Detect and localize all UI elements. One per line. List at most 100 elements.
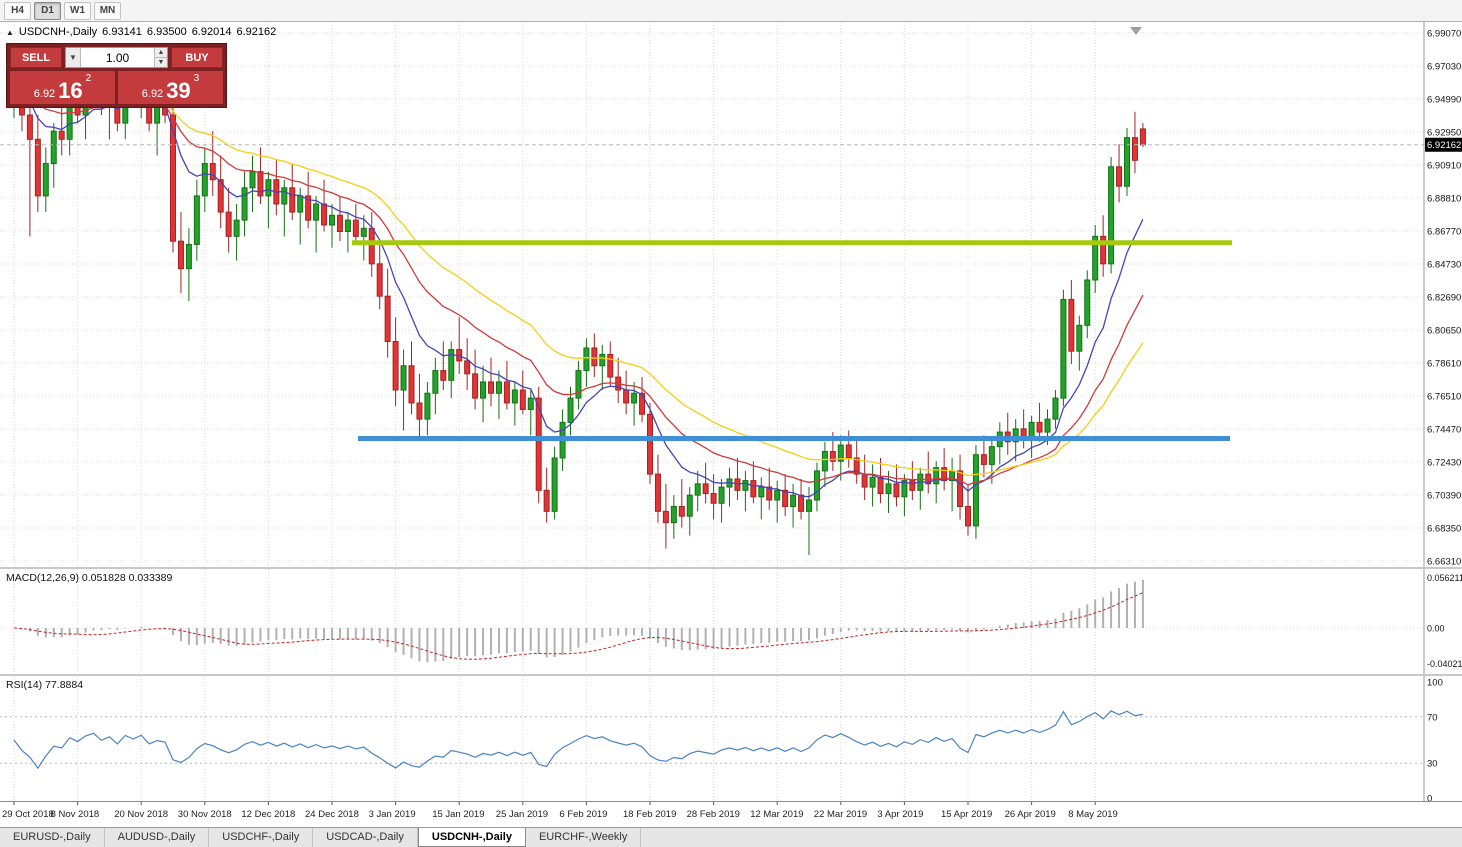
price-axis-label: 6.66310 [1427,557,1461,568]
price-axis-label: 6.92950 [1427,128,1461,139]
rsi-label: RSI(14) 77.8884 [6,679,84,691]
timeframe-button-d1[interactable]: D1 [34,1,61,20]
volume-down-button[interactable]: ▼ [155,58,167,67]
date-axis-label: 6 Feb 2019 [559,809,607,820]
price-axis-label: 6.80650 [1427,326,1461,337]
price-axis-label: 6.72430 [1427,458,1461,469]
date-axis-label: 25 Jan 2019 [496,809,548,820]
date-axis-label: 15 Jan 2019 [432,809,484,820]
date-axis-label: 12 Dec 2018 [241,809,295,820]
price-axis-label: 6.94990 [1427,95,1461,106]
rsi-indicator-pane[interactable]: 100 70 30 0 RSI(14) 77.8884 [0,676,1462,801]
date-axis-label: 20 Nov 2018 [114,809,168,820]
buy-button[interactable]: BUY [171,47,223,68]
volume-steppers: ▲ ▼ [154,48,167,67]
price-axis-label: 6.68350 [1427,524,1461,535]
tab-usdcad-daily[interactable]: USDCAD-,Daily [313,828,418,847]
tab-eurusd-daily[interactable]: EURUSD-,Daily [0,828,105,847]
chart-symbol-label: USDCNH-,Daily [18,26,98,38]
main-chart-pane[interactable]: 6.99070 6.97030 6.94990 6.92950 6.90910 6.888… [0,22,1462,567]
chart-shift-marker-icon[interactable] [1130,27,1142,35]
pane-splitter-rsi[interactable] [0,674,1462,676]
rsi-axis-label: 100 [1427,678,1443,689]
date-axis-label: 18 Feb 2019 [623,809,676,820]
date-axis-label: 28 Feb 2019 [687,809,740,820]
buy-price-pips: 39 [166,78,191,103]
current-price-tag [1425,137,1462,152]
price-axis-label: 6.90910 [1427,161,1461,172]
price-axis-label: 6.74470 [1427,425,1461,436]
rsi-line [13,710,1143,770]
macd-axis-zero: 0.00 [1427,624,1445,634]
price-axis-label: 6.70390 [1427,491,1461,502]
sell-price-pips: 16 [58,78,83,103]
buy-price-display[interactable]: 6.92 39 3 [118,71,223,104]
price-axis-label: 6.99070 [1427,29,1461,40]
rsi-canvas[interactable]: 100 70 30 0 [0,676,1462,801]
date-axis-label: 22 Mar 2019 [814,809,867,820]
pane-splitter-macd[interactable] [0,567,1462,569]
macd-axis-min: -0.040218 [1427,659,1462,669]
volume-input[interactable] [81,48,154,67]
date-axis[interactable]: 29 Oct 2018 8 Nov 2018 20 Nov 2018 30 Nov 2… [0,801,1462,827]
price-axis-label: 6.82690 [1427,293,1461,304]
tab-eurchf-weekly[interactable]: EURCHF-,Weekly [526,828,642,847]
main-grid [0,22,1424,567]
price-axis-label: 6.84730 [1427,260,1461,271]
volume-up-button[interactable]: ▲ [155,48,167,58]
price-axis-label: 6.76510 [1427,392,1461,403]
buy-price-point: 3 [193,73,200,84]
macd-canvas[interactable]: 0.056211 0.00 -0.040218 [0,569,1462,674]
date-axis-label: 12 Mar 2019 [750,809,803,820]
date-axis-label: 15 Apr 2019 [941,809,992,820]
buy-price-main: 6.92 [141,88,164,100]
chart-window: 6.99070 6.97030 6.94990 6.92950 6.90910 6.888… [0,22,1462,827]
ohlc-high: 6.93500 [146,26,187,38]
ohlc-low: 6.92014 [191,26,232,38]
timeframe-button-h4[interactable]: H4 [4,1,31,20]
rsi-axis-label: 30 [1427,759,1438,770]
timeframe-button-w1[interactable]: W1 [64,1,91,20]
tab-usdcnh-daily[interactable]: USDCNH-,Daily [417,828,526,847]
rsi-axis-label: 70 [1427,712,1438,723]
chart-title: ▲ USDCNH-,Daily 6.93141 6.93500 6.92014 … [6,26,276,38]
price-axis-label: 6.86770 [1427,227,1461,238]
slow-ma-line [13,86,1144,477]
price-axis-label: 6.78610 [1427,359,1461,370]
tab-audusd-daily[interactable]: AUDUSD-,Daily [105,828,210,847]
macd-label: MACD(12,26,9) 0.051828 0.033389 [6,572,173,584]
price-axis-label: 6.88810 [1427,194,1461,205]
sell-button[interactable]: SELL [10,47,62,68]
current-price-tag-text: 6.92162 [1427,140,1461,151]
sell-price-main: 6.92 [33,88,56,100]
tab-usdchf-daily[interactable]: USDCHF-,Daily [209,828,314,847]
timeframe-toolbar: H4 D1 W1 MN [0,0,1462,22]
date-axis-label: 8 May 2019 [1068,809,1118,820]
trade-panel-toggle-icon[interactable]: ▲ [6,27,14,37]
sell-price-display[interactable]: 6.92 16 2 [10,71,115,104]
price-axis-label: 6.97030 [1427,62,1461,73]
macd-signal-line [13,592,1144,660]
candles [11,66,1146,556]
rsi-axis-label: 0 [1427,794,1432,802]
volume-control: ▼ ▲ ▼ [65,47,168,68]
date-axis-label: 29 Oct 2018 [2,809,54,820]
fast-ma-line [13,86,1144,498]
date-axis-label: 30 Nov 2018 [178,809,232,820]
macd-histogram [20,580,1144,663]
volume-dropdown-icon[interactable]: ▼ [66,48,81,67]
date-axis-label: 26 Apr 2019 [1005,809,1056,820]
chart-tabs-bar: EURUSD-,Daily AUDUSD-,Daily USDCHF-,Dail… [0,827,1462,847]
timeframe-button-mn[interactable]: MN [94,1,121,20]
main-chart-canvas[interactable]: 6.99070 6.97030 6.94990 6.92950 6.90910 6.888… [0,22,1462,567]
date-axis-label: 24 Dec 2018 [305,809,359,820]
date-axis-label: 8 Nov 2018 [51,809,100,820]
one-click-trading-panel: SELL ▼ ▲ ▼ BUY 6.92 16 2 6 [6,43,227,108]
macd-axis-max: 0.056211 [1427,573,1462,583]
sell-price-point: 2 [85,73,92,84]
macd-indicator-pane[interactable]: 0.056211 0.00 -0.040218 MACD(12,26,9) 0.05… [0,569,1462,674]
date-axis-label: 3 Apr 2019 [877,809,923,820]
date-axis-label: 3 Jan 2019 [369,809,416,820]
ohlc-open: 6.93141 [102,26,142,38]
